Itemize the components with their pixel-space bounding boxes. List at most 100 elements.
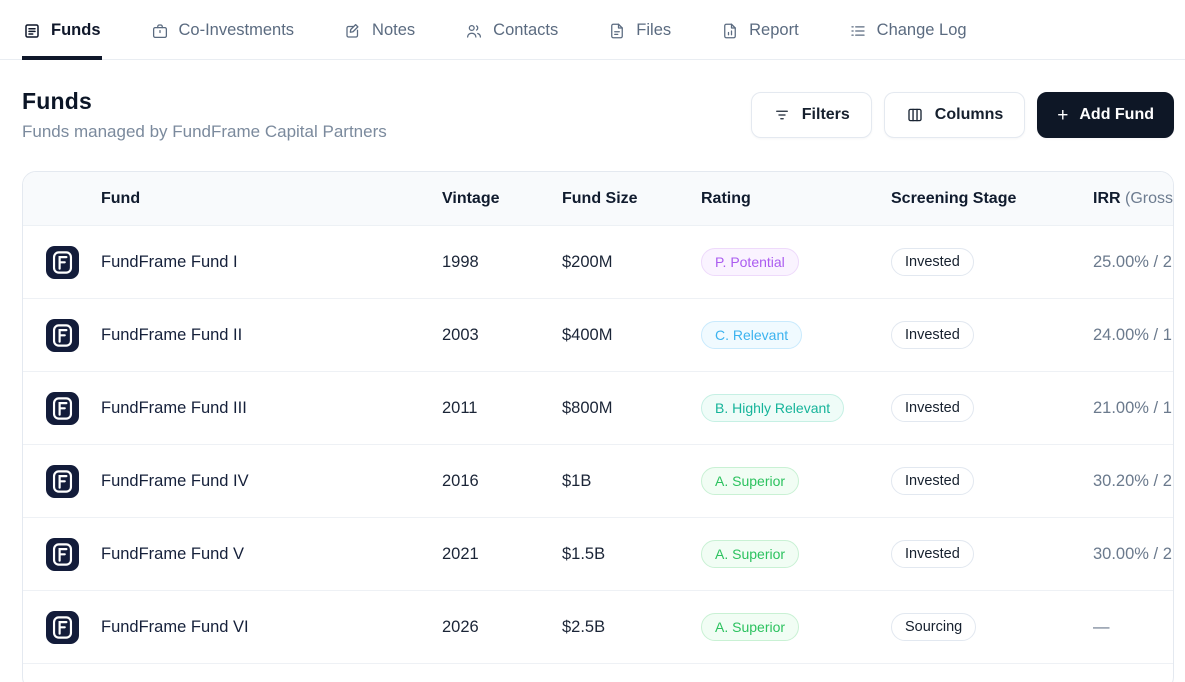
funds-icon	[25, 23, 39, 38]
fund-logo-cell	[23, 464, 101, 498]
col-screening-stage: Screening Stage	[891, 189, 1017, 207]
page-title: Funds	[22, 88, 92, 114]
fundframe-logo-icon	[46, 318, 79, 352]
tab-report[interactable]: Report	[720, 0, 800, 60]
columns-button[interactable]: Columns	[883, 92, 1026, 138]
rating-badge: B. Highly Relevant	[701, 394, 845, 422]
rating-badge: A. Superior	[701, 613, 800, 641]
rating-cell: A. Superior	[701, 467, 891, 495]
stage-cell: Invested	[891, 248, 1093, 276]
briefcase-icon	[152, 23, 167, 38]
rating-cell: A. Superior	[701, 613, 891, 641]
fund-name[interactable]: FundFrame Fund I	[101, 252, 238, 271]
fund-name[interactable]: FundFrame Fund IV	[101, 471, 249, 490]
rating-cell: A. Superior	[701, 540, 891, 568]
fund-vintage: 1998	[442, 252, 479, 271]
stage-cell: Invested	[891, 540, 1093, 568]
irr-value: 30.00% / 2	[1093, 544, 1172, 563]
tab-label: Funds	[51, 21, 101, 39]
toolbar: Filters Columns + Add Fund	[750, 92, 1174, 138]
fund-vintage: 2003	[442, 325, 479, 344]
screening-stage-badge: Invested	[891, 394, 974, 422]
fund-name[interactable]: FundFrame Fund V	[101, 544, 245, 563]
rating-cell: B. Highly Relevant	[701, 394, 891, 422]
fund-name[interactable]: FundFrame Fund III	[101, 398, 247, 417]
fund-size: $200M	[562, 252, 613, 271]
tab-contacts[interactable]: Contacts	[464, 0, 559, 60]
rating-cell: P. Potential	[701, 248, 891, 276]
columns-icon	[908, 108, 922, 122]
fund-name[interactable]: FundFrame Fund VI	[101, 617, 249, 636]
tab-change-log[interactable]: Change Log	[848, 0, 968, 60]
col-irr: IRR (Gross	[1093, 189, 1174, 208]
fund-vintage: 2021	[442, 544, 479, 563]
table-row[interactable]: FundFrame Fund III 2011 $800M B. Highly …	[23, 372, 1173, 445]
irr-value: 30.20% / 2	[1093, 471, 1172, 490]
fund-name[interactable]: FundFrame Fund II	[101, 325, 243, 344]
plus-icon: +	[1057, 104, 1069, 126]
screening-stage-badge: Invested	[891, 321, 974, 349]
funds-table-card: Fund Vintage Fund Size Rating Screening …	[22, 171, 1174, 682]
tab-funds[interactable]: Funds	[22, 0, 102, 60]
fund-vintage: 2016	[442, 471, 479, 490]
irr-value: —	[1093, 617, 1110, 636]
col-fund: Fund	[101, 189, 141, 207]
fund-vintage: 2026	[442, 617, 479, 636]
add-fund-label: Add Fund	[1079, 106, 1154, 123]
fundframe-logo-icon	[46, 610, 79, 644]
add-fund-button[interactable]: + Add Fund	[1037, 92, 1174, 138]
page-header: Funds Funds managed by FundFrame Capital…	[0, 60, 1185, 142]
tab-label: Report	[749, 21, 799, 39]
fundframe-logo-icon	[46, 537, 79, 571]
fund-vintage: 2011	[442, 398, 478, 417]
table-row[interactable]: FundFrame Fund IV 2016 $1B A. Superior I…	[23, 445, 1173, 518]
table-row[interactable]: FundFrame Fund I 1998 $200M P. Potential…	[23, 226, 1173, 299]
table-header-row: Fund Vintage Fund Size Rating Screening …	[23, 172, 1173, 226]
rating-badge: P. Potential	[701, 248, 799, 276]
col-fund-size: Fund Size	[562, 189, 638, 207]
fundframe-logo-icon	[46, 391, 79, 425]
irr-value: 24.00% / 1	[1093, 325, 1172, 344]
table-body: FundFrame Fund I 1998 $200M P. Potential…	[23, 226, 1173, 664]
table-row[interactable]: FundFrame Fund V 2021 $1.5B A. Superior …	[23, 518, 1173, 591]
fundframe-logo-icon	[46, 245, 79, 279]
tab-label: Notes	[372, 21, 416, 39]
rating-badge: A. Superior	[701, 467, 800, 495]
fund-size: $400M	[562, 325, 613, 344]
table-row[interactable]: FundFrame Fund VI 2026 $2.5B A. Superior…	[23, 591, 1173, 664]
top-tab-bar: Funds Co-Investments Notes Contacts File…	[0, 0, 1185, 60]
notes-icon	[346, 23, 359, 38]
stage-cell: Sourcing	[891, 613, 1093, 641]
fundframe-logo-icon	[46, 464, 79, 498]
tab-co-investments[interactable]: Co-Investments	[150, 0, 296, 60]
fund-size: $800M	[562, 398, 613, 417]
tab-label: Contacts	[493, 21, 559, 39]
col-irr-suffix: (Gross	[1125, 189, 1174, 207]
screening-stage-badge: Invested	[891, 540, 974, 568]
fund-logo-cell	[23, 391, 101, 425]
tab-label: Change Log	[876, 21, 967, 39]
rating-cell: C. Relevant	[701, 321, 891, 349]
fund-size: $2.5B	[562, 617, 606, 636]
screening-stage-badge: Invested	[891, 467, 974, 495]
stage-cell: Invested	[891, 467, 1093, 495]
tab-label: Files	[636, 21, 672, 39]
table-row[interactable]: FundFrame Fund II 2003 $400M C. Relevant…	[23, 299, 1173, 372]
stage-cell: Invested	[891, 321, 1093, 349]
filters-button[interactable]: Filters	[750, 92, 872, 138]
col-rating: Rating	[701, 189, 751, 207]
filters-label: Filters	[801, 106, 850, 123]
fund-size: $1.5B	[562, 544, 606, 563]
irr-value: 21.00% / 1	[1093, 398, 1172, 417]
change-log-icon	[851, 25, 865, 36]
fund-logo-cell	[23, 537, 101, 571]
irr-value: 25.00% / 2	[1093, 252, 1172, 271]
tab-notes[interactable]: Notes	[343, 0, 416, 60]
stage-cell: Invested	[891, 394, 1093, 422]
filter-icon	[775, 110, 788, 120]
page-subtitle: Funds managed by FundFrame Capital Partn…	[22, 122, 387, 141]
columns-label: Columns	[934, 106, 1004, 123]
fund-size: $1B	[562, 471, 592, 490]
tab-files[interactable]: Files	[607, 0, 672, 60]
screening-stage-badge: Invested	[891, 248, 974, 276]
